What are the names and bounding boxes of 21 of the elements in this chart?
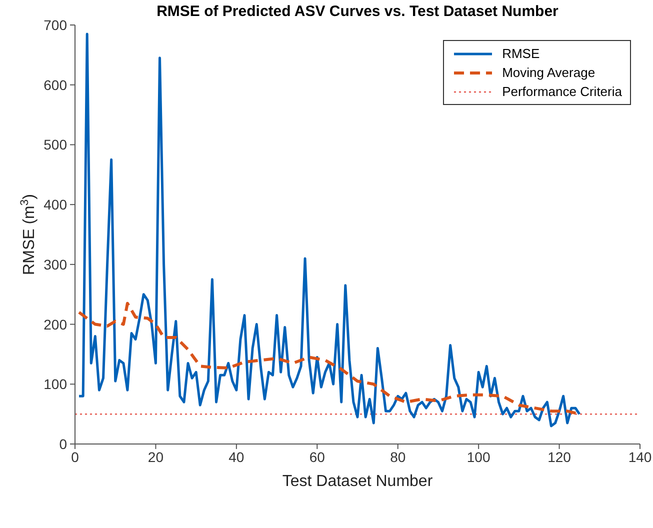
x-tick-label: 60 xyxy=(309,448,326,465)
x-tick-label: 0 xyxy=(71,448,80,465)
y-tick-label: 400 xyxy=(44,196,68,213)
legend-label: Performance Criteria xyxy=(502,84,622,99)
y-tick-label: 600 xyxy=(44,76,68,93)
y-tick-label: 200 xyxy=(44,316,68,332)
y-tick-label: 300 xyxy=(44,256,68,272)
legend-label: RMSE xyxy=(502,46,540,61)
y-tick-label: 100 xyxy=(44,376,68,392)
x-tick-label: 40 xyxy=(228,448,244,465)
y-tick-label: 700 xyxy=(44,16,68,33)
x-tick-label: 100 xyxy=(466,448,490,465)
y-tick-label: 500 xyxy=(44,136,68,153)
x-tick-label: 140 xyxy=(628,448,652,465)
y-tick-label: 0 xyxy=(59,436,68,452)
chart-title: RMSE of Predicted ASV Curves vs. Test Dataset Number xyxy=(156,3,559,20)
x-axis-title: Test Dataset Number xyxy=(282,473,434,490)
x-tick-label: 80 xyxy=(390,448,406,465)
x-tick-label: 20 xyxy=(148,448,164,465)
legend-label: Moving Average xyxy=(502,65,596,80)
x-tick-label: 120 xyxy=(548,448,572,465)
